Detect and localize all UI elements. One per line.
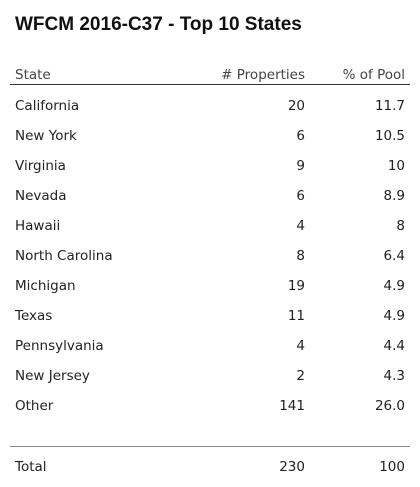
title: WFCM 2016-C37 - Top 10 States: [15, 14, 302, 35]
table-cell: Hawaii: [15, 218, 61, 234]
header-cell: State: [15, 67, 51, 83]
table-cell: 4: [296, 338, 305, 354]
table-cell: 6: [296, 188, 305, 204]
table-cell: 9: [296, 158, 305, 174]
table-cell: Virginia: [15, 158, 66, 174]
total-cell: 100: [379, 459, 405, 475]
table-cell: New York: [15, 128, 77, 144]
header-cell: # Properties: [221, 67, 305, 83]
table-cell: 8: [396, 218, 405, 234]
table-cell: 4.3: [383, 368, 405, 384]
table-cell: 4.9: [383, 278, 405, 294]
table-cell: 11.7: [374, 98, 405, 114]
table-cell: 4.4: [383, 338, 405, 354]
table-cell: Michigan: [15, 278, 76, 294]
table-cell: 6: [296, 128, 305, 144]
table-cell: 141: [279, 398, 305, 414]
table-cell: 11: [287, 308, 305, 324]
table-cell: Texas: [15, 308, 53, 324]
table-cell: 20: [287, 98, 305, 114]
table-cell: 8.9: [383, 188, 405, 204]
table-cell: 4.9: [383, 308, 405, 324]
total-cell: 230: [279, 459, 305, 475]
table-cell: Nevada: [15, 188, 67, 204]
table-cell: 19: [287, 278, 305, 294]
table-cell: Other: [15, 398, 54, 414]
table-cell: 6.4: [383, 248, 405, 264]
total-rule: [10, 446, 410, 447]
header-rule: [10, 84, 410, 85]
table-cell: 10.5: [374, 128, 405, 144]
table-cell: 4: [296, 218, 305, 234]
total-cell: Total: [15, 459, 47, 475]
table-cell: 2: [296, 368, 305, 384]
table-cell: Pennsylvania: [15, 338, 104, 354]
table-cell: 8: [296, 248, 305, 264]
table-cell: North Carolina: [15, 248, 113, 264]
table-cell: New Jersey: [15, 368, 90, 384]
header-cell: % of Pool: [342, 67, 405, 83]
table-cell: 26.0: [374, 398, 405, 414]
table-cell: California: [15, 98, 80, 114]
table-cell: 10: [387, 158, 405, 174]
